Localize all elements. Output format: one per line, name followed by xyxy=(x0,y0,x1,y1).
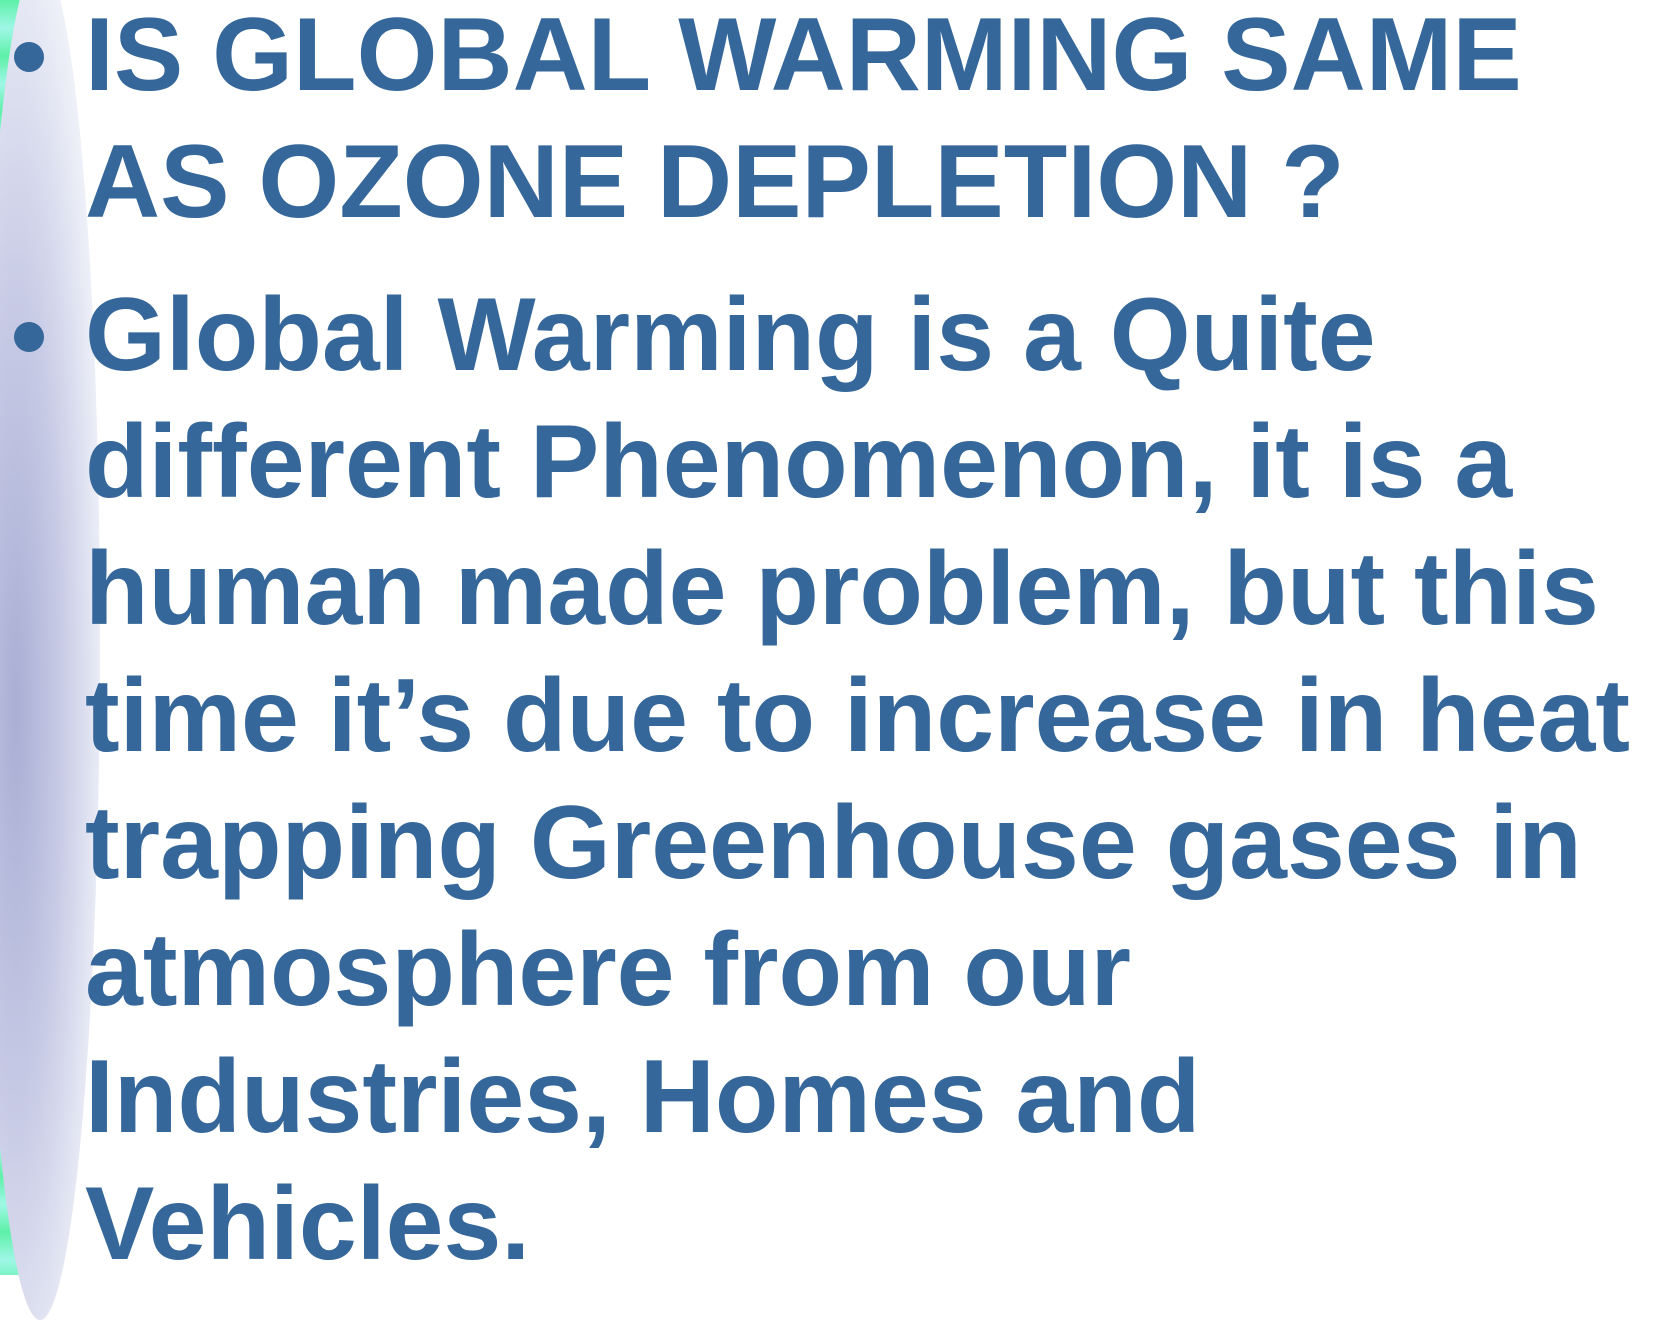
bullet: IS GLOBAL WARMING SAME AS OZONE DEPLETIO… xyxy=(0,0,1655,246)
side-oval xyxy=(0,0,100,1320)
bullet: Global Warming is a Quite different Phen… xyxy=(0,272,1655,1288)
bullet-list: IS GLOBAL WARMING SAME AS OZONE DEPLETIO… xyxy=(0,0,1655,1288)
